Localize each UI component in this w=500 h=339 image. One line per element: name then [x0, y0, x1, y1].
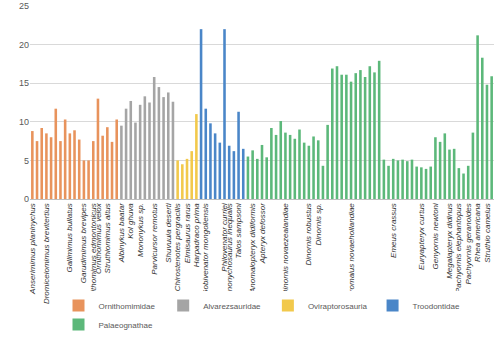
svg-text:0: 0: [24, 194, 29, 204]
svg-text:Pachyornis elephantopus: Pachyornis elephantopus: [454, 203, 463, 293]
svg-text:Anserimimus planinychus: Anserimimus planinychus: [28, 203, 37, 295]
svg-text:Emeus crassus: Emeus crassus: [389, 203, 398, 258]
svg-text:5: 5: [24, 156, 29, 166]
svg-text:Garudimimus brevipes: Garudimimus brevipes: [80, 203, 89, 283]
svg-text:Pachyornis geranoides: Pachyornis geranoides: [464, 203, 473, 284]
svg-text:Ornithomimus edmontonicus: Ornithomimus edmontonicus: [89, 203, 98, 305]
svg-text:Ornithomimidae: Ornithomimidae: [99, 302, 156, 311]
svg-text:Mononykus sp.: Mononykus sp.: [136, 203, 145, 257]
svg-text:20: 20: [19, 40, 29, 50]
svg-text:Harpadraco prima: Harpadraco prima: [192, 203, 201, 268]
svg-text:15: 15: [19, 78, 29, 88]
svg-text:Dinornis robustus: Dinornis robustus: [304, 203, 313, 265]
svg-text:10: 10: [19, 117, 29, 127]
svg-text:Struthiomimus altus: Struthiomimus altus: [103, 203, 112, 273]
svg-text:Albinykus baatar: Albinykus baatar: [117, 203, 126, 263]
svg-text:Euryapteryx curtus: Euryapteryx curtus: [417, 203, 426, 270]
svg-text:Ornithomimus velox: Ornithomimus velox: [94, 202, 103, 274]
svg-text:Dinornis sp.: Dinornis sp.: [314, 203, 323, 245]
svg-text:Rhea americana: Rhea americana: [473, 203, 482, 262]
svg-text:25: 25: [19, 1, 29, 11]
svg-text:Megalapteryx didinus: Megalapteryx didinus: [445, 203, 454, 279]
svg-text:Gallimimus bullatus: Gallimimus bullatus: [65, 203, 74, 272]
svg-text:Genyornis newtoni: Genyornis newtoni: [431, 203, 440, 269]
svg-text:Philovenator curriei: Philovenator curriei: [220, 203, 229, 272]
svg-text:Oviraptorosauria: Oviraptorosauria: [308, 302, 368, 311]
svg-text:Struthio camelus: Struthio camelus: [483, 203, 492, 263]
svg-text:Dromaius novaehollandiae: Dromaius novaehollandiae: [347, 203, 356, 298]
svg-text:Anomalopteryx didiformis: Anomalopteryx didiformis: [248, 203, 257, 294]
svg-text:Chirostenotes pergracilis: Chirostenotes pergracilis: [173, 203, 182, 291]
svg-text:Kol ghuva: Kol ghuva: [126, 203, 135, 239]
svg-text:Gobivenator mongoliensis: Gobivenator mongoliensis: [201, 203, 210, 296]
svg-text:Parvicursor remotus: Parvicursor remotus: [150, 203, 159, 275]
svg-text:Palaeognathae: Palaeognathae: [99, 321, 153, 330]
svg-text:Apteryx defossor: Apteryx defossor: [258, 203, 267, 264]
svg-text:Troodontidae: Troodontidae: [413, 302, 460, 311]
svg-text:Alvarezsauridae: Alvarezsauridae: [203, 302, 261, 311]
svg-text:Dromiceiomimus brevitertius: Dromiceiomimus brevitertius: [42, 203, 51, 304]
svg-text:Shuvuuia deserti: Shuvuuia deserti: [164, 203, 173, 263]
svg-text:Talos sampsoni: Talos sampsoni: [234, 203, 243, 259]
svg-text:Dinornis novaezealandiae: Dinornis novaezealandiae: [281, 203, 290, 296]
svg-text:Elmisaurus rarus: Elmisaurus rarus: [183, 203, 192, 263]
svg-text:Stenonychosaurus inequalis: Stenonychosaurus inequalis: [225, 203, 234, 303]
